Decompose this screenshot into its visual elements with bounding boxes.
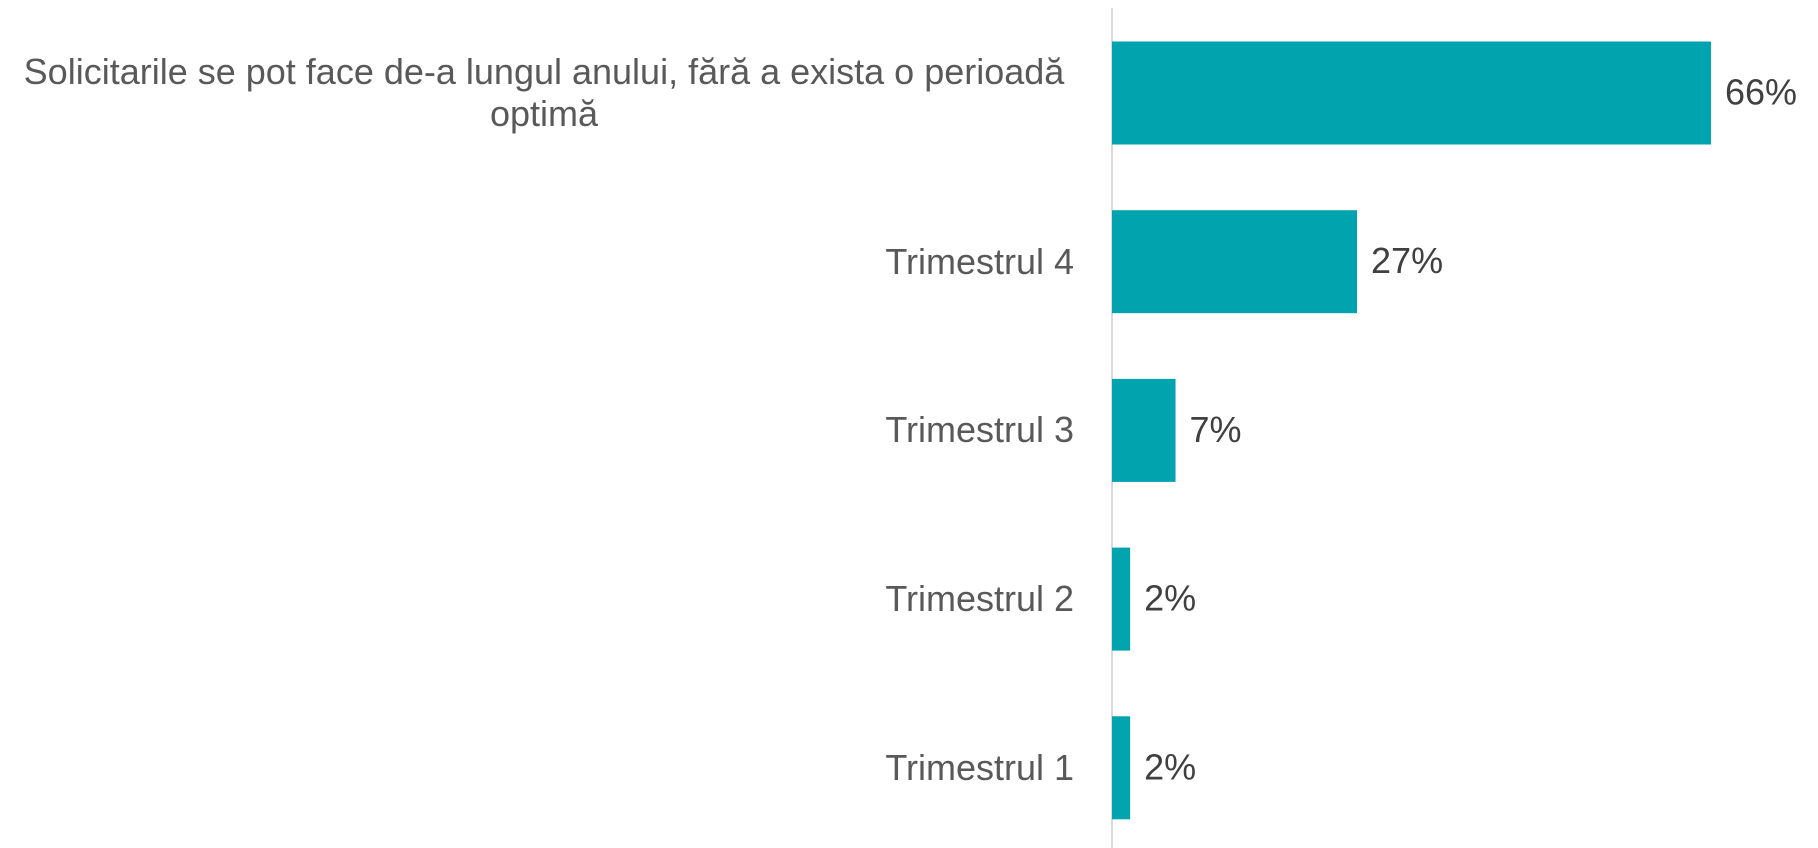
bar: [1112, 378, 1176, 482]
category-label: Trimestrul 2: [885, 578, 1074, 620]
category-label: Trimestrul 1: [885, 746, 1074, 788]
category-label: Trimestrul 3: [885, 409, 1074, 451]
value-label: 66%: [1725, 72, 1797, 113]
value-label: 27%: [1371, 240, 1443, 281]
bar: [1112, 716, 1131, 820]
bar: [1112, 210, 1358, 314]
category-label: Solicitarile se pot face de-a lungul anu…: [23, 51, 1065, 134]
category-label: Trimestrul 4: [885, 240, 1074, 282]
value-label: 2%: [1144, 578, 1196, 619]
bar: [1112, 41, 1711, 145]
value-label: 7%: [1190, 409, 1242, 450]
value-label: 2%: [1144, 746, 1196, 787]
bar: [1112, 547, 1131, 651]
